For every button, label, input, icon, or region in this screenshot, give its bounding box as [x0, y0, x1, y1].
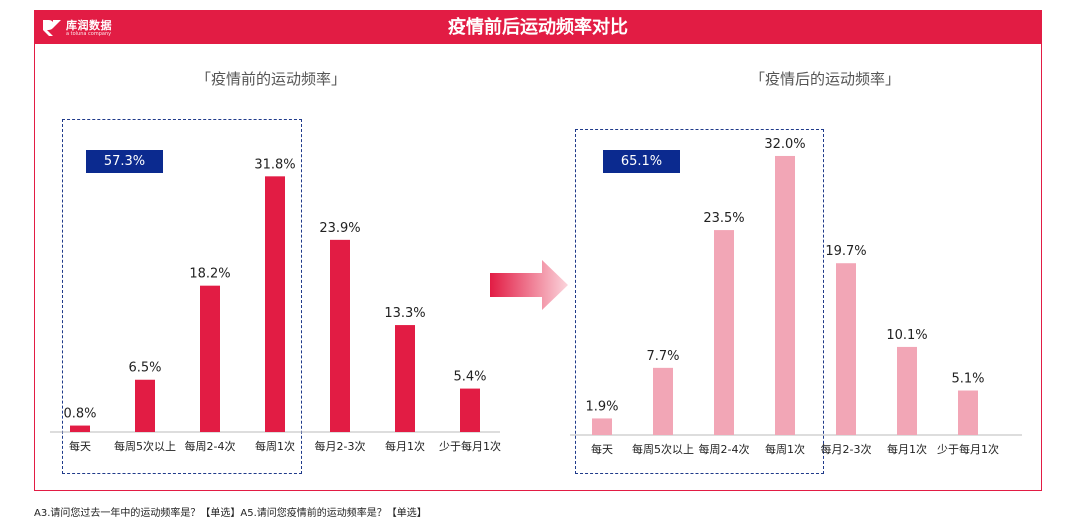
after-bar-0 — [592, 418, 612, 435]
after-bar-5 — [897, 346, 917, 435]
before-tick-label-6: 少于每月1次 — [439, 439, 501, 453]
after-tick-label-3: 每周1次 — [765, 442, 805, 456]
after-tick-label-2: 每周2-4次 — [699, 442, 750, 456]
after-value-label-1: 7.7% — [646, 349, 679, 364]
share-badge-after: 65.1% — [603, 150, 680, 173]
panel-title-before: 「疫情前的运动频率」 — [196, 70, 347, 88]
before-bar-3 — [265, 176, 285, 432]
after-value-label-0: 1.9% — [585, 399, 618, 414]
page-title: 疫情前后运动频率对比 — [448, 17, 628, 38]
highlight-box-before — [62, 119, 302, 474]
before-value-label-4: 23.9% — [319, 221, 360, 236]
before-tick-label-5: 每月1次 — [385, 439, 425, 453]
brand-name: 库润数据 — [66, 18, 112, 32]
after-bar-2 — [714, 230, 734, 435]
brand-sub: a tolunа company — [66, 30, 112, 37]
before-value-label-3: 31.8% — [254, 157, 295, 172]
share-badge-before: 57.3% — [86, 150, 163, 173]
after-value-label-4: 19.7% — [825, 244, 866, 259]
chart-before: 0.8% 每天 6.5% 每周5次以上 18.2% 每周2-4次 31.8% 每周1次 23.9… — [50, 157, 501, 453]
after-value-label-5: 10.1% — [886, 328, 927, 343]
before-bar-2 — [200, 285, 220, 432]
before-value-label-6: 5.4% — [453, 370, 486, 385]
before-bar-5 — [395, 325, 415, 432]
before-tick-label-0: 每天 — [69, 439, 91, 453]
before-value-label-2: 18.2% — [189, 267, 230, 282]
after-tick-label-6: 少于每月1次 — [937, 442, 999, 456]
highlight-box-after — [575, 129, 824, 474]
before-tick-label-3: 每周1次 — [255, 439, 295, 453]
after-bar-4 — [836, 263, 856, 435]
brand-logo: 库润数据 a tolunа company — [41, 16, 112, 40]
before-value-label-5: 13.3% — [384, 306, 425, 321]
before-value-label-1: 6.5% — [128, 361, 161, 376]
before-bar-4 — [330, 239, 350, 432]
after-bar-1 — [653, 367, 673, 435]
after-tick-label-1: 每周5次以上 — [632, 442, 694, 456]
logo-icon — [43, 20, 61, 36]
before-value-label-0: 0.8% — [63, 407, 96, 422]
panel-title-after: 「疫情后的运动频率」 — [750, 70, 901, 88]
after-bar-3 — [775, 155, 795, 435]
chart-after: 1.9% 每天 7.7% 每周5次以上 23.5% 每周2-4次 32.0% 每周1次 19.7… — [570, 137, 1022, 456]
after-value-label-6: 5.1% — [951, 372, 984, 387]
before-bar-0 — [70, 425, 90, 432]
before-tick-label-4: 每月2-3次 — [315, 439, 366, 453]
after-tick-label-4: 每月2-3次 — [821, 442, 872, 456]
after-tick-label-0: 每天 — [591, 442, 613, 456]
after-value-label-3: 32.0% — [764, 137, 805, 152]
after-bar-6 — [958, 390, 978, 435]
before-bar-6 — [460, 388, 480, 432]
before-bar-1 — [135, 379, 155, 432]
before-tick-label-1: 每周5次以上 — [114, 439, 176, 453]
header-bar — [35, 11, 1041, 44]
before-tick-label-2: 每周2-4次 — [185, 439, 236, 453]
after-value-label-2: 23.5% — [703, 211, 744, 226]
footnote: A3.请问您过去一年中的运动频率是？【单选】A5.请问您疫情前的运动频率是？【单… — [34, 508, 427, 519]
after-tick-label-5: 每月1次 — [887, 442, 927, 456]
arrow-right-icon — [490, 260, 568, 310]
